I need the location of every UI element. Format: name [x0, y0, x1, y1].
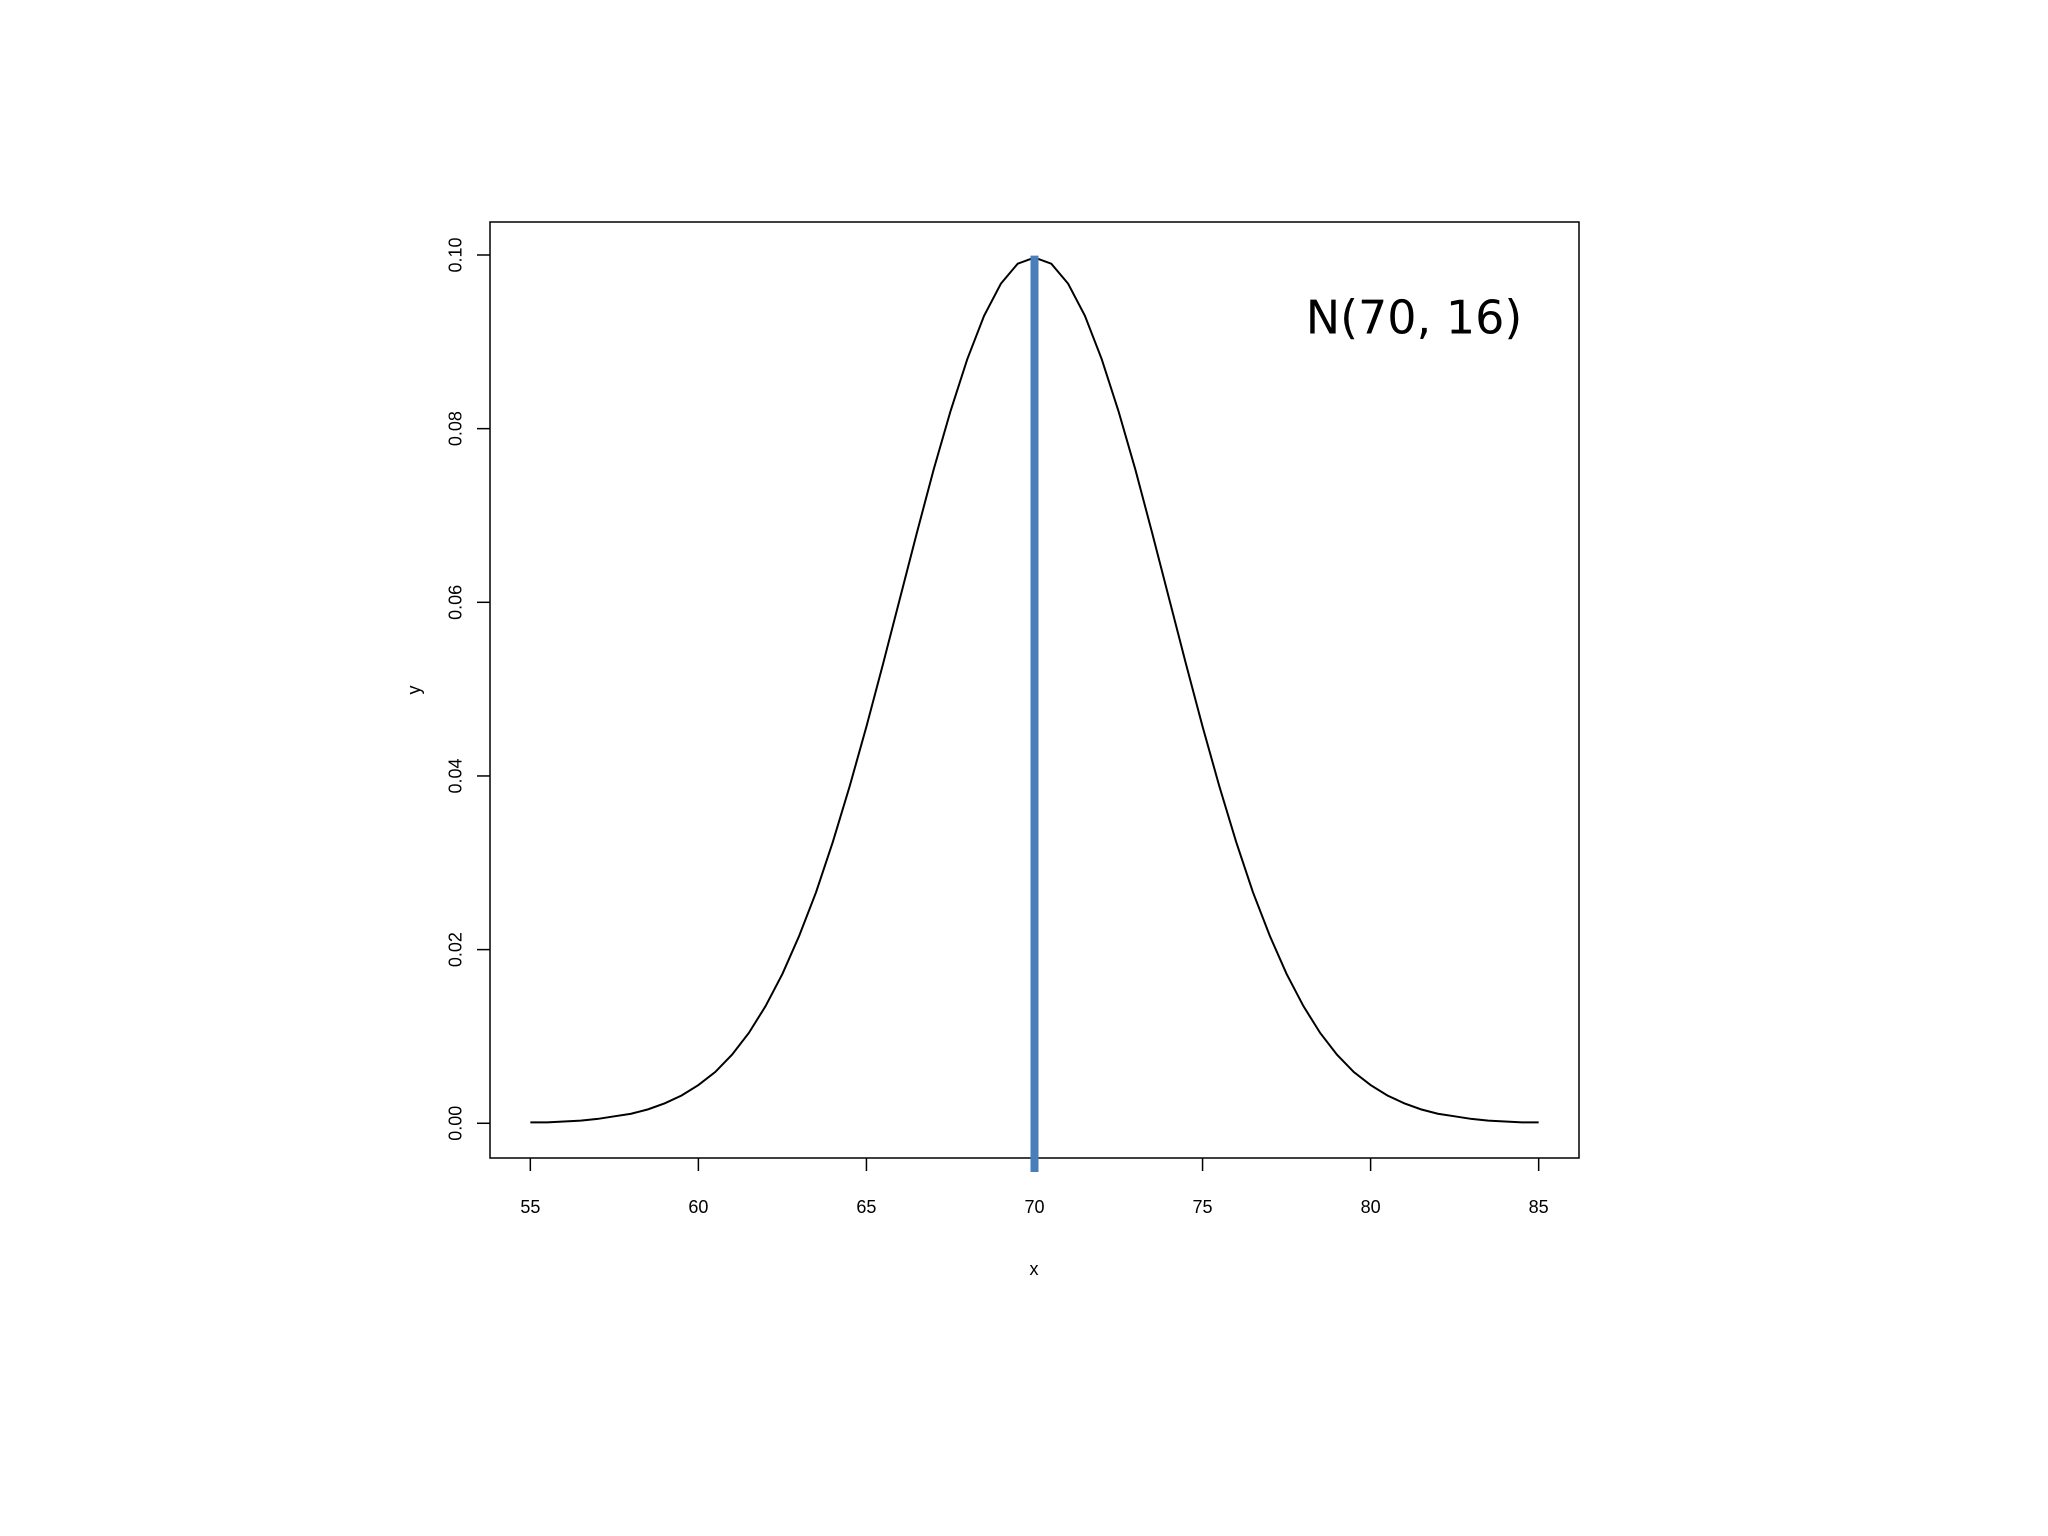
x-tick-label: 65 — [856, 1197, 876, 1217]
x-tick-label: 85 — [1529, 1197, 1549, 1217]
x-tick-label: 60 — [688, 1197, 708, 1217]
y-tick-label: 0.04 — [446, 758, 466, 793]
y-tick-label: 0.06 — [446, 585, 466, 620]
x-tick-label: 70 — [1024, 1197, 1044, 1217]
x-axis-label: x — [1030, 1259, 1039, 1279]
y-tick-label: 0.08 — [446, 411, 466, 446]
y-axis-label: y — [404, 686, 424, 695]
x-tick-label: 75 — [1193, 1197, 1213, 1217]
annotation: N(70, 16) — [1306, 291, 1523, 345]
y-tick-label: 0.10 — [446, 237, 466, 272]
x-tick-label: 80 — [1361, 1197, 1381, 1217]
y-tick-label: 0.02 — [446, 932, 466, 967]
y-tick-label: 0.00 — [446, 1106, 466, 1141]
x-tick-label: 55 — [520, 1197, 540, 1217]
